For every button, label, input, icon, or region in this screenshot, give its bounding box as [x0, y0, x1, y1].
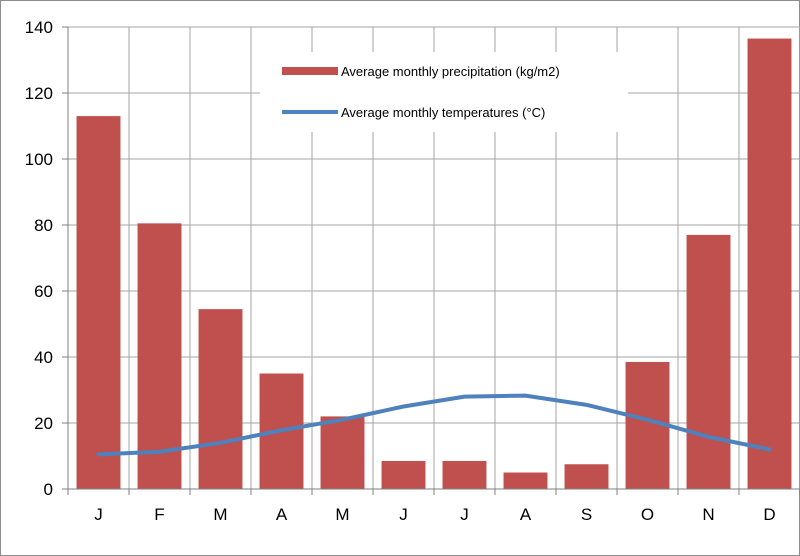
bar-3 — [198, 309, 243, 489]
bar-11 — [686, 234, 731, 489]
x-tick-label: J — [94, 505, 103, 524]
legend-background — [260, 52, 628, 132]
x-tick-label: M — [213, 505, 227, 524]
temperature-line — [96, 393, 772, 457]
y-tick-label: 80 — [34, 216, 53, 235]
bar-6 — [381, 460, 426, 489]
x-tick-label: D — [763, 505, 775, 524]
legend-label-precipitation: Average monthly precipitation (kg/m2) — [341, 64, 560, 79]
bar-8 — [503, 472, 548, 489]
y-tick-label: 20 — [34, 414, 53, 433]
precipitation-bars — [76, 38, 792, 490]
x-tick-label: J — [399, 505, 408, 524]
bar-7 — [442, 460, 487, 489]
x-tick-label: A — [276, 505, 288, 524]
y-tick-label: 60 — [34, 282, 53, 301]
bar-1 — [76, 116, 121, 489]
y-tick-labels: 0 20 40 60 80 100 120 140 — [25, 18, 53, 499]
series-line-temperature — [96, 393, 772, 457]
bar-9 — [564, 464, 609, 489]
axes — [62, 26, 800, 495]
y-tick-label: 140 — [25, 18, 53, 37]
y-tick-label: 100 — [25, 150, 53, 169]
bar-2 — [137, 223, 182, 489]
bar-5 — [320, 416, 365, 489]
x-tick-label: M — [335, 505, 349, 524]
bar-12 — [747, 38, 792, 490]
x-tick-label: A — [520, 505, 532, 524]
legend-label-temperature: Average monthly temperatures (°C) — [341, 105, 545, 120]
y-tick-label: 120 — [25, 84, 53, 103]
x-tick-label: N — [702, 505, 714, 524]
x-tick-label: O — [641, 505, 654, 524]
legend: Average monthly precipitation (kg/m2) Av… — [260, 52, 628, 132]
legend-swatch-precipitation — [282, 67, 338, 75]
x-tick-label: F — [154, 505, 164, 524]
y-tick-label: 0 — [44, 480, 53, 499]
x-tick-label: J — [460, 505, 469, 524]
x-tick-label: S — [581, 505, 592, 524]
y-tick-label: 40 — [34, 348, 53, 367]
